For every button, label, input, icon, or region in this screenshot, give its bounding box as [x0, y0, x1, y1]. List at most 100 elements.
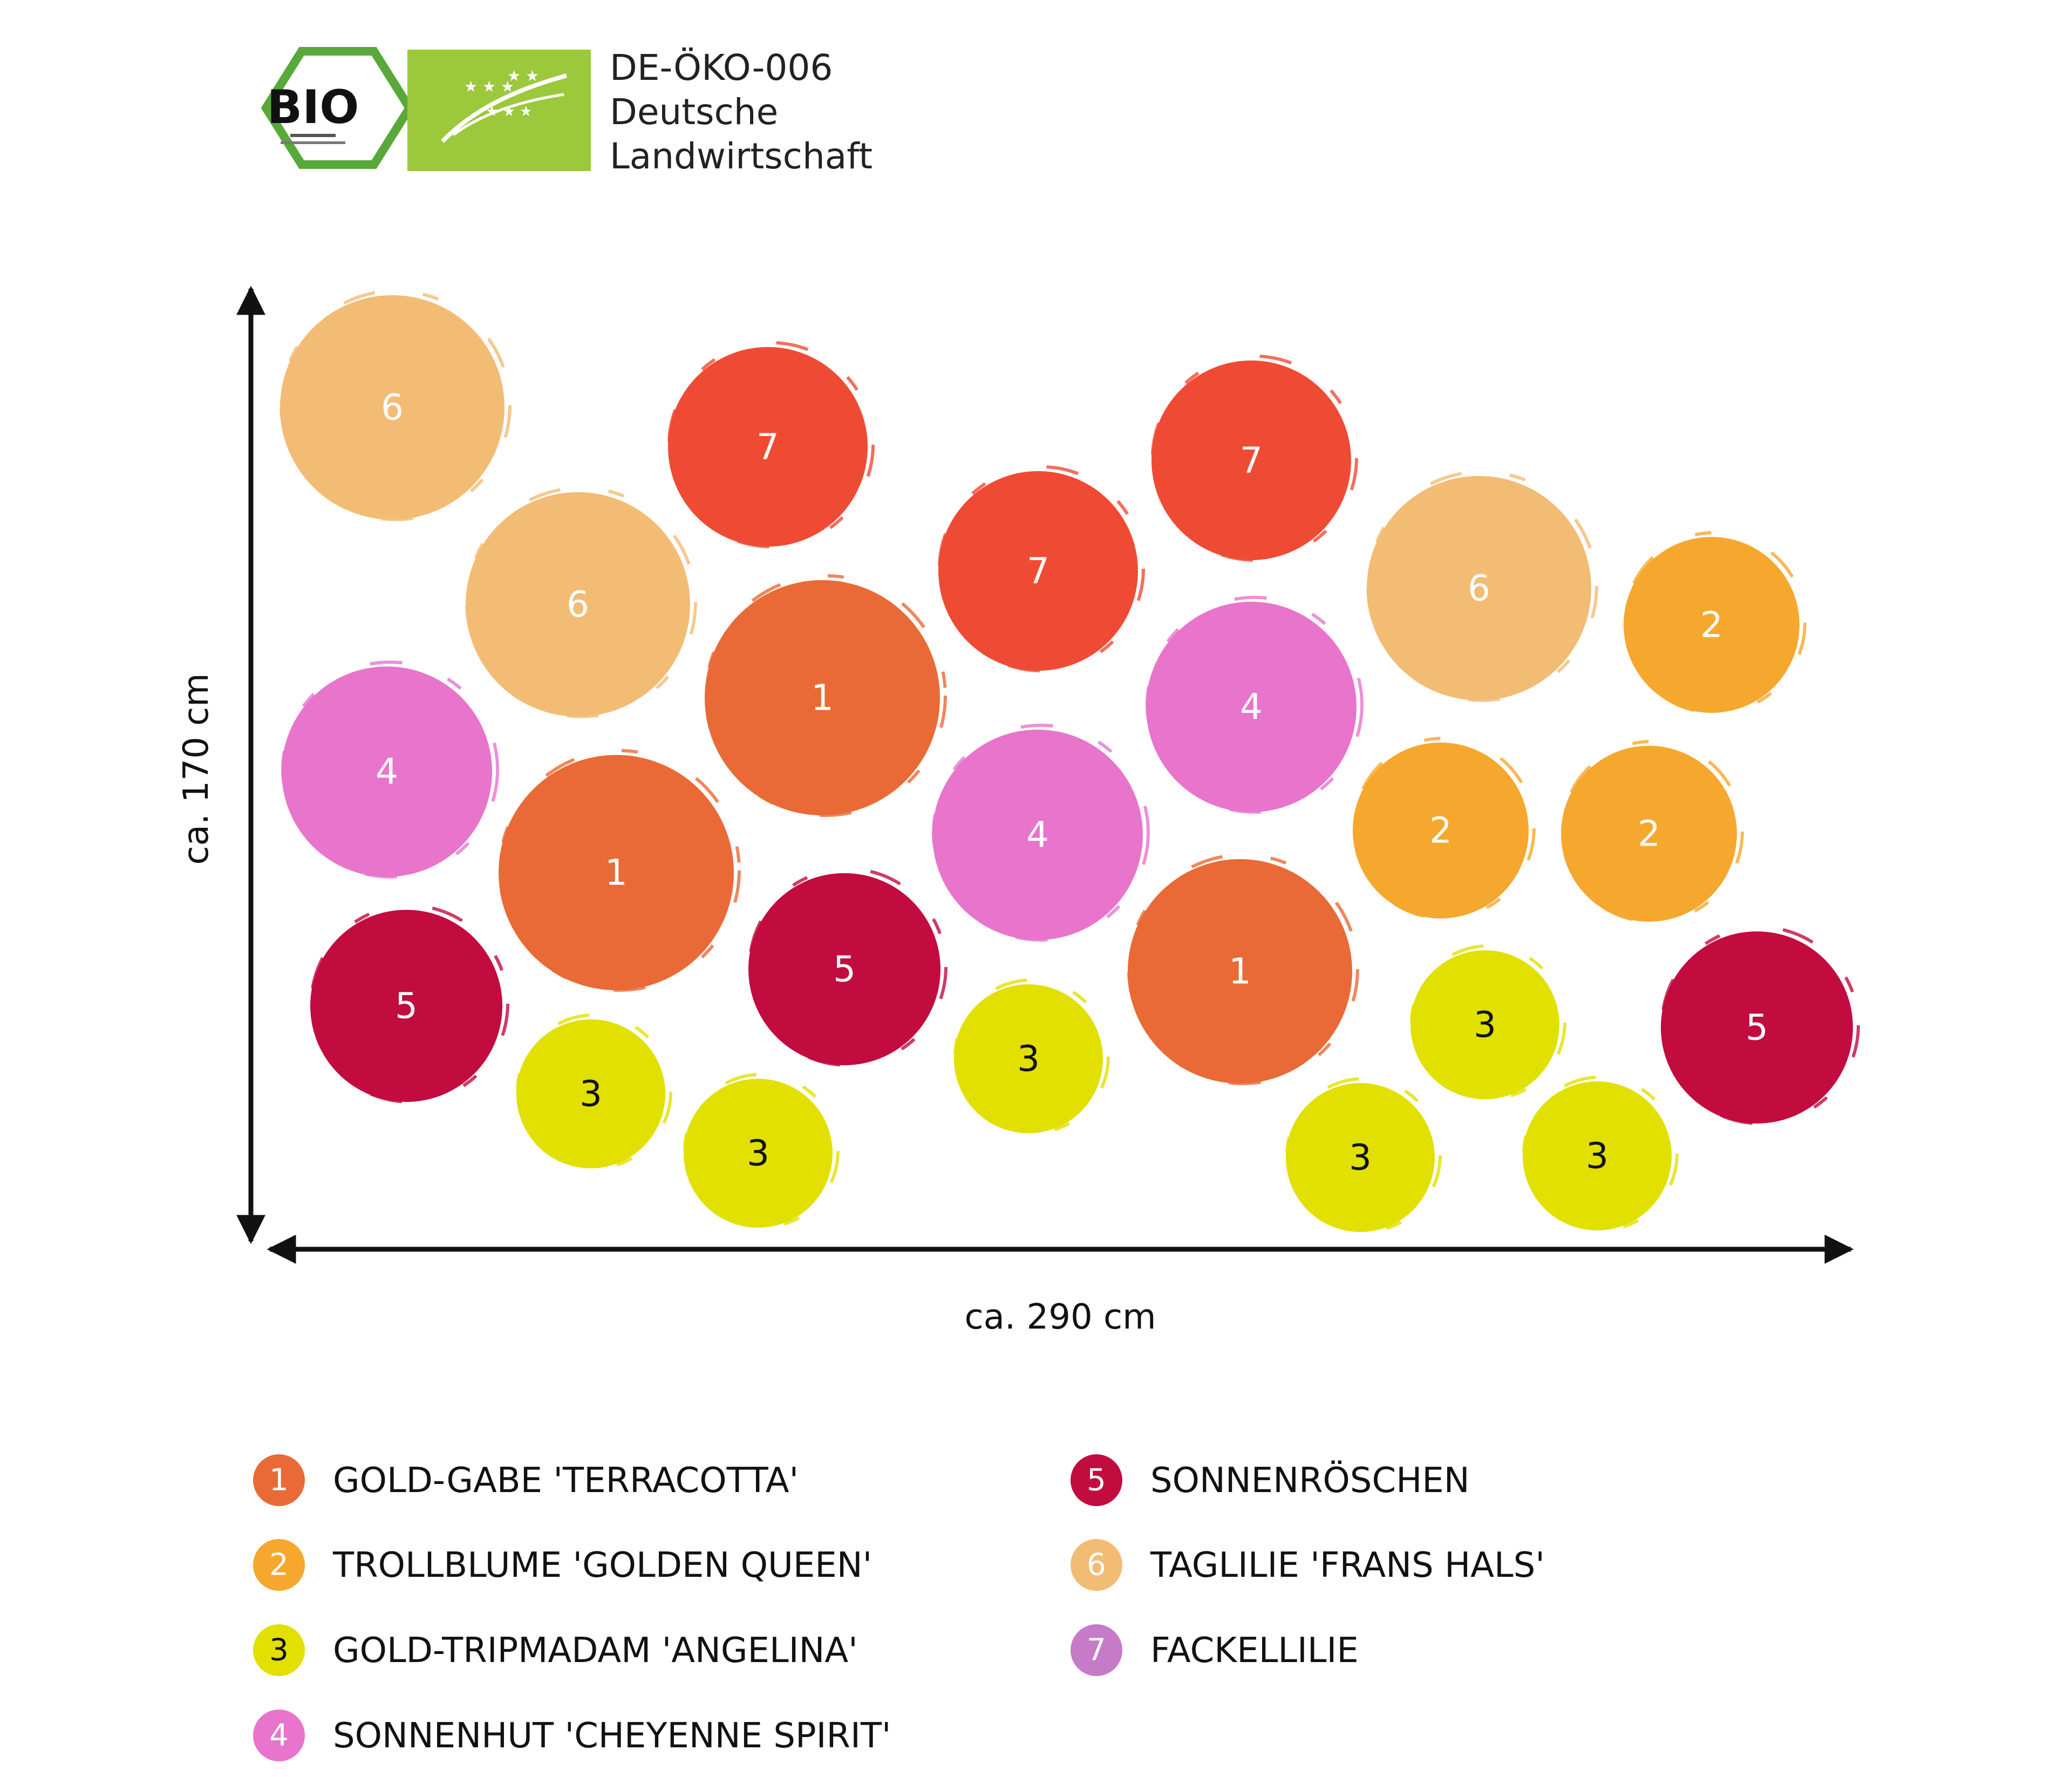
plant-number: 6	[567, 584, 589, 625]
legend-swatch	[1071, 1454, 1122, 1506]
plant-circle-shape	[1661, 931, 1853, 1124]
plant-number: 2	[1638, 813, 1660, 855]
legend: 1 GOLD-GABE 'TERRACOTTA' 2 TROLLBLUME 'GOLD…	[253, 1454, 1545, 1761]
plant-circle-shape	[1523, 1081, 1672, 1230]
legend-item: 1 GOLD-GABE 'TERRACOTTA'	[253, 1454, 799, 1506]
cert-line3: Landwirtschaft	[610, 135, 873, 177]
bio-seal-logo: BIO	[261, 47, 415, 169]
brush-edge	[1410, 944, 1566, 1101]
plant-circle: 1	[704, 574, 947, 817]
plant-number: 3	[1474, 1004, 1496, 1046]
brush-edge	[498, 749, 741, 992]
brush-edge	[1560, 740, 1744, 923]
legend-swatch	[253, 1539, 305, 1591]
brush-edge	[1522, 1075, 1679, 1232]
brush-edge	[704, 574, 947, 817]
plant-number: 4	[376, 751, 398, 793]
plant-circle-shape	[310, 910, 502, 1102]
legend-swatch	[253, 1710, 305, 1761]
plant-circle-shape	[1151, 360, 1351, 560]
brush-edge	[938, 465, 1145, 672]
plant-number: 4	[1026, 814, 1049, 856]
legend-number: 4	[269, 1718, 289, 1753]
plant-number: 1	[1229, 951, 1251, 992]
brush-edge	[1660, 925, 1860, 1125]
legend-number: 7	[1087, 1633, 1106, 1668]
plant-circle: 3	[1410, 944, 1566, 1101]
plant-circle: 6	[465, 486, 697, 718]
legend-number: 1	[269, 1463, 289, 1498]
plant-circle-shape	[1128, 859, 1352, 1084]
plant-circle: 3	[1522, 1075, 1679, 1232]
legend-label: SONNENHUT 'CHEYENNE SPIRIT'	[333, 1716, 891, 1756]
plant-circle-shape	[1561, 746, 1737, 922]
plants-layer: 6 7 7 6 6 7 2 1 4 4 1 4 2 2 5 5 1 3 3 5 3 3 3 3	[280, 289, 1860, 1234]
plant-circle-shape	[280, 295, 505, 520]
plant-number: 7	[1240, 440, 1263, 481]
plant-number: 3	[747, 1133, 769, 1174]
plant-circle-shape	[1367, 476, 1591, 700]
plant-circle: 2	[1352, 737, 1536, 920]
legend-label: TROLLBLUME 'GOLDEN QUEEN'	[332, 1545, 872, 1585]
plant-circle: 3	[953, 978, 1110, 1135]
legend-item: 4 SONNENHUT 'CHEYENNE SPIRIT'	[253, 1710, 891, 1761]
plant-circle: 2	[1560, 740, 1744, 923]
plant-number: 2	[1429, 810, 1452, 852]
plant-circle-shape	[684, 1079, 833, 1228]
brush-edge	[683, 1073, 840, 1229]
plant-circle-shape	[499, 755, 734, 990]
plant-circle: 7	[1151, 355, 1358, 562]
plant-circle-shape	[1146, 602, 1357, 812]
plant-circle-shape	[1410, 950, 1559, 1099]
brush-edge	[281, 661, 499, 879]
legend-number: 5	[1087, 1463, 1106, 1498]
plant-circle-shape	[954, 984, 1103, 1133]
plant-number: 3	[1349, 1137, 1372, 1179]
plant-number: 3	[1017, 1038, 1040, 1080]
plant-circle: 3	[1285, 1077, 1442, 1234]
plant-number: 3	[1586, 1135, 1608, 1177]
plant-number: 5	[395, 985, 418, 1027]
plant-circle: 1	[498, 749, 741, 992]
plant-circle: 4	[1146, 596, 1364, 814]
plant-circle-shape	[466, 492, 690, 717]
plant-circle-shape	[705, 580, 940, 815]
brush-edge	[748, 867, 948, 1067]
plant-number: 7	[1027, 550, 1049, 592]
plant-circle: 7	[938, 465, 1145, 672]
plant-circle: 4	[932, 724, 1150, 942]
brush-edge	[667, 341, 875, 548]
brush-edge	[465, 486, 697, 718]
legend-item: 6 TAGLILIE 'FRANS HALS'	[1071, 1539, 1545, 1591]
plant-circle-shape	[516, 1019, 665, 1168]
plant-circle: 6	[1366, 470, 1598, 702]
legend-number: 2	[269, 1548, 289, 1583]
legend-item: 3 GOLD-TRIPMADAM 'ANGELINA'	[253, 1624, 858, 1676]
plant-circle: 1	[1127, 853, 1359, 1085]
plant-number: 5	[833, 949, 856, 990]
plant-circle: 4	[281, 661, 499, 879]
legend-swatch	[253, 1454, 305, 1506]
brush-edge	[1127, 853, 1359, 1085]
brush-edge	[1366, 470, 1598, 702]
legend-number: 6	[1087, 1548, 1106, 1583]
brush-edge	[310, 904, 509, 1104]
svg-text:★ ★ ★: ★ ★ ★	[464, 78, 514, 96]
brush-edge	[1146, 596, 1364, 814]
eu-organic-logo: ★ ★ ★ ★ ★ ★ ★ ★	[407, 50, 591, 171]
legend-item: 2 TROLLBLUME 'GOLDEN QUEEN'	[253, 1539, 872, 1591]
plant-circle: 3	[683, 1073, 840, 1229]
plant-circle: 5	[310, 904, 509, 1104]
legend-swatch	[253, 1624, 305, 1676]
brush-edge	[1151, 355, 1358, 562]
plant-circle-shape	[1353, 743, 1529, 918]
legend-item: 5 SONNENRÖSCHEN	[1071, 1454, 1470, 1506]
brush-edge	[953, 978, 1110, 1135]
plant-circle-shape	[1624, 537, 1800, 713]
bio-seal-word: BIO	[267, 80, 359, 134]
plant-circle-shape	[748, 873, 940, 1065]
plant-number: 1	[811, 677, 834, 719]
brush-edge	[1623, 531, 1807, 714]
brush-edge	[280, 289, 512, 521]
